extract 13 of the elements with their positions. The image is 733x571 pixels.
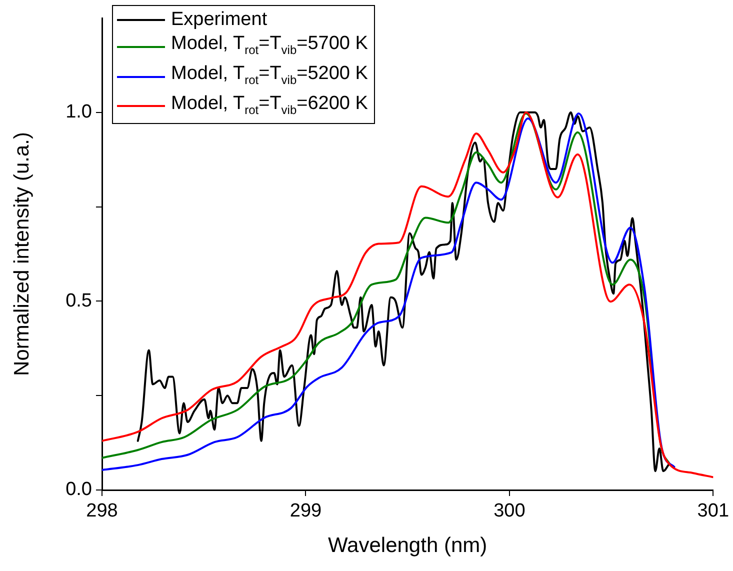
y-tick-label: 0.5	[66, 290, 92, 312]
legend-label: Model, T$_{rot}$=T$_{vib}$=5700 K	[171, 32, 368, 59]
y-tick-label: 1.0	[66, 102, 92, 123]
x-tick-label: 301	[697, 500, 729, 522]
legend-label: Model, T$_{rot}$=T$_{vib}$=6200 K	[171, 92, 368, 118]
legend-label: Model, T$_{rot}$=T$_{vib}$=5200 K	[171, 62, 368, 89]
x-tick-label: 299	[290, 500, 322, 522]
x-axis-title: Wavelength (nm)	[328, 534, 488, 558]
y-tick-label: 0.0	[66, 479, 92, 500]
x-tick-label: 300	[494, 500, 526, 522]
x-tick-label: 298	[86, 500, 118, 522]
legend-label: Experiment	[171, 8, 268, 32]
y-axis-title: Normalized intensity (u.a.)	[10, 132, 34, 376]
